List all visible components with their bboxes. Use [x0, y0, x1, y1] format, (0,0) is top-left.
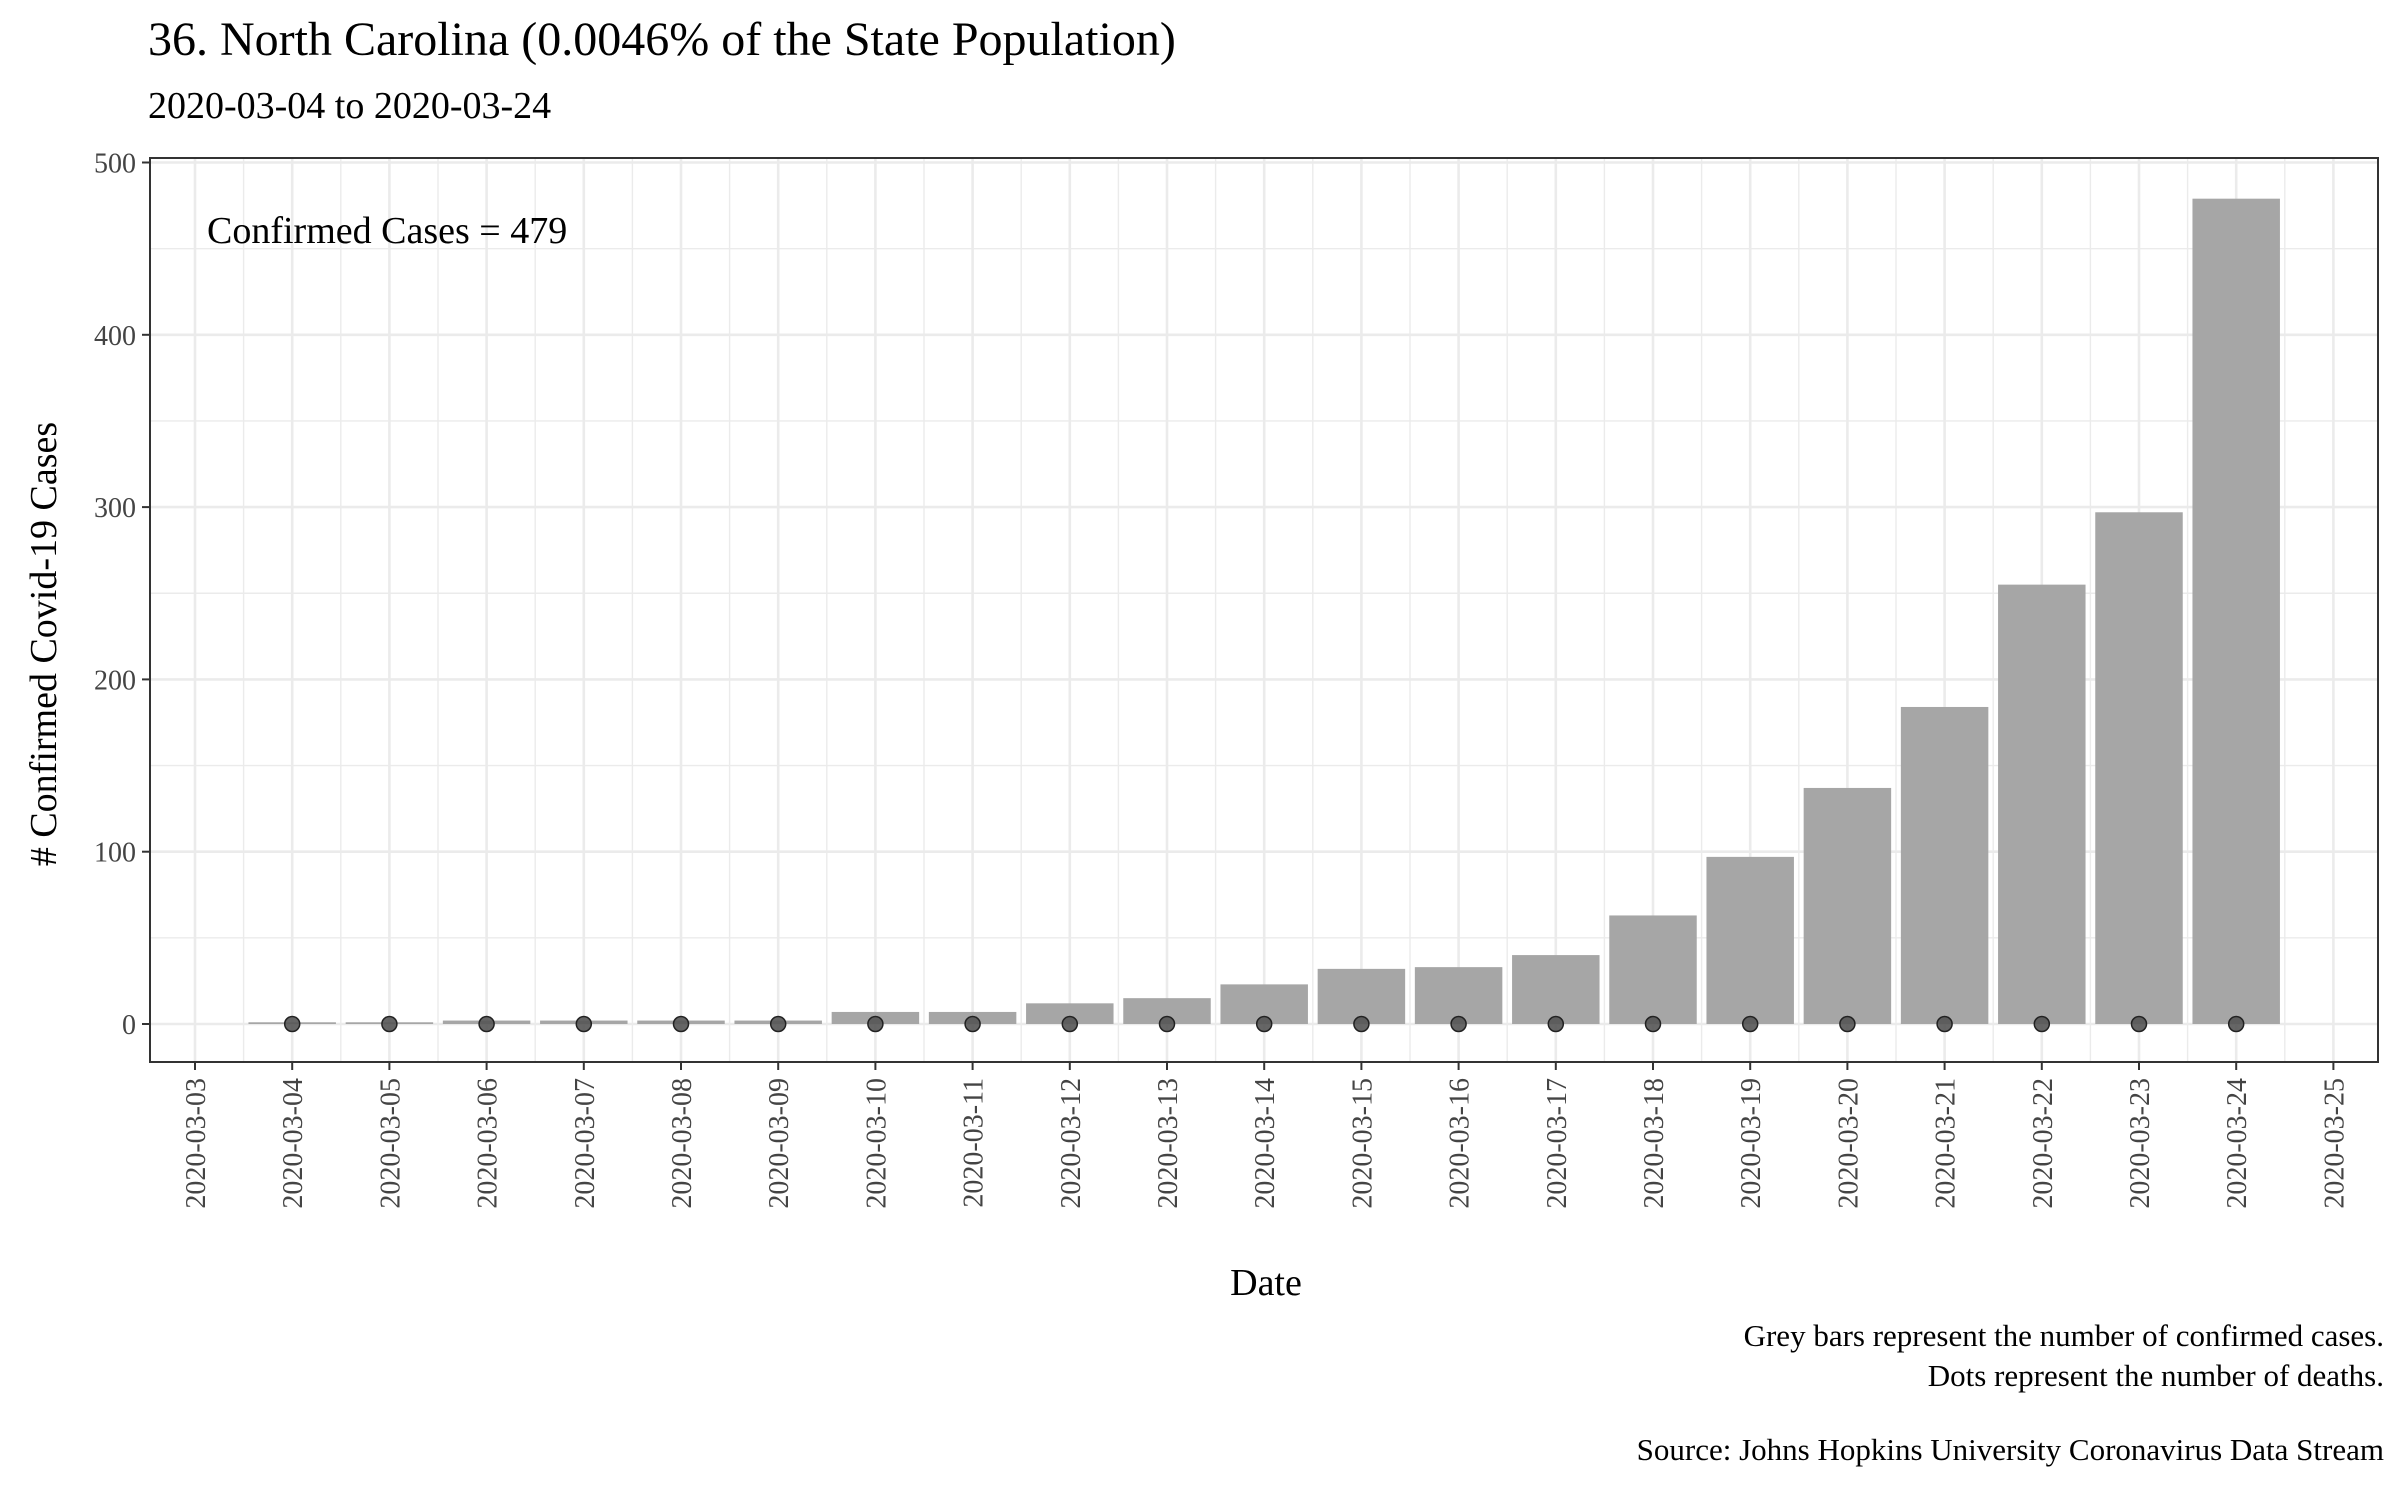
- bar-2020-03-21: [1900, 706, 1989, 1024]
- death-dot-2020-03-24: [2227, 1015, 2245, 1033]
- death-dot-2020-03-12: [1061, 1015, 1079, 1033]
- x-tick-label: 2020-03-11: [959, 1078, 990, 1208]
- x-axis-title: Date: [1230, 1262, 1302, 1304]
- x-tick-label: 2020-03-22: [2028, 1078, 2059, 1209]
- death-dot-2020-03-05: [381, 1015, 398, 1033]
- death-dot-2020-03-11: [964, 1015, 981, 1033]
- dot-layer: [283, 1015, 2245, 1033]
- x-tick-label: 2020-03-06: [473, 1078, 504, 1209]
- bar-2020-03-24: [2192, 198, 2280, 1025]
- death-dot-2020-03-23: [2130, 1015, 2148, 1033]
- death-dot-2020-03-06: [478, 1015, 495, 1033]
- x-tick-label: 2020-03-07: [570, 1078, 601, 1209]
- bar-2020-03-16: [1414, 967, 1503, 1024]
- bar-layer: [248, 198, 2280, 1025]
- bar-2020-03-18: [1609, 915, 1697, 1024]
- y-tick-label: 400: [94, 321, 136, 352]
- x-tick-label: 2020-03-08: [667, 1078, 698, 1209]
- x-tick-label: 2020-03-19: [1736, 1078, 1767, 1209]
- bar-2020-03-23: [2095, 512, 2183, 1024]
- x-tick-label: 2020-03-23: [2125, 1078, 2156, 1209]
- x-tick-label: 2020-03-05: [375, 1078, 406, 1209]
- x-tick-label: 2020-03-17: [1542, 1078, 1573, 1209]
- death-dot-2020-03-16: [1450, 1015, 1467, 1033]
- death-dot-2020-03-10: [867, 1015, 884, 1033]
- bar-2020-03-15: [1317, 968, 1406, 1024]
- caption-dots: Dots represent the number of deaths.: [1927, 1358, 2384, 1393]
- x-tick-label: 2020-03-20: [1833, 1078, 1864, 1209]
- death-dot-2020-03-19: [1741, 1015, 1759, 1033]
- axis-layer: 0 100 200 300 400 500 2020-03-03 2020-03-04 2020…: [94, 149, 2379, 1209]
- death-dot-2020-03-22: [2033, 1015, 2051, 1033]
- x-tick-label: 2020-03-18: [1639, 1078, 1670, 1209]
- x-tick-label: 2020-03-21: [1931, 1078, 1962, 1209]
- y-tick-label: 0: [122, 1010, 136, 1041]
- death-dot-2020-03-18: [1644, 1015, 1662, 1033]
- y-tick-label: 300: [94, 493, 136, 524]
- y-tick-label: 200: [94, 665, 136, 696]
- death-dot-2020-03-08: [672, 1015, 690, 1033]
- death-dot-2020-03-21: [1936, 1015, 1953, 1033]
- x-tick-label: 2020-03-13: [1153, 1078, 1184, 1209]
- covid-bar-chart: 0 100 200 300 400 500 2020-03-03 2020-03-04 2020…: [23, 149, 2379, 1304]
- death-dot-2020-03-04: [283, 1015, 301, 1033]
- x-tick-label: 2020-03-12: [1056, 1078, 1087, 1209]
- y-tick-label: 500: [94, 149, 136, 180]
- y-tick-label: 100: [94, 838, 136, 869]
- death-dot-2020-03-20: [1839, 1015, 1856, 1033]
- bar-2020-03-19: [1706, 856, 1794, 1024]
- bar-2020-03-12: [1026, 1003, 1114, 1024]
- x-tick-label: 2020-03-24: [2222, 1078, 2253, 1209]
- x-tick-label: 2020-03-14: [1250, 1078, 1281, 1209]
- death-dot-2020-03-13: [1158, 1015, 1176, 1033]
- death-dot-2020-03-07: [575, 1015, 593, 1033]
- bar-2020-03-22: [1998, 584, 2086, 1024]
- caption-bars: Grey bars represent the number of confir…: [1743, 1318, 2384, 1353]
- death-dot-2020-03-17: [1547, 1015, 1565, 1033]
- chart-subtitle: 2020-03-04 to 2020-03-24: [148, 85, 552, 127]
- confirmed-cases-annotation: Confirmed Cases = 479: [207, 210, 567, 252]
- bar-2020-03-17: [1512, 955, 1600, 1024]
- x-tick-label: 2020-03-16: [1445, 1078, 1476, 1209]
- y-axis-title: # Confirmed Covid-19 Cases: [23, 422, 65, 866]
- x-tick-label: 2020-03-10: [861, 1078, 892, 1209]
- death-dot-2020-03-14: [1255, 1015, 1273, 1033]
- death-dot-2020-03-09: [769, 1015, 787, 1033]
- x-tick-label: 2020-03-03: [181, 1078, 212, 1209]
- x-tick-label: 2020-03-04: [278, 1078, 309, 1209]
- chart-title: 36. North Carolina (0.0046% of the State…: [148, 13, 1176, 66]
- x-tick-label: 2020-03-15: [1347, 1078, 1378, 1209]
- x-tick-label: 2020-03-25: [2319, 1078, 2350, 1209]
- x-tick-label: 2020-03-09: [764, 1078, 795, 1209]
- bar-2020-03-20: [1803, 787, 1892, 1024]
- caption-source: Source: Johns Hopkins University Coronav…: [1636, 1432, 2384, 1467]
- death-dot-2020-03-15: [1353, 1015, 1370, 1033]
